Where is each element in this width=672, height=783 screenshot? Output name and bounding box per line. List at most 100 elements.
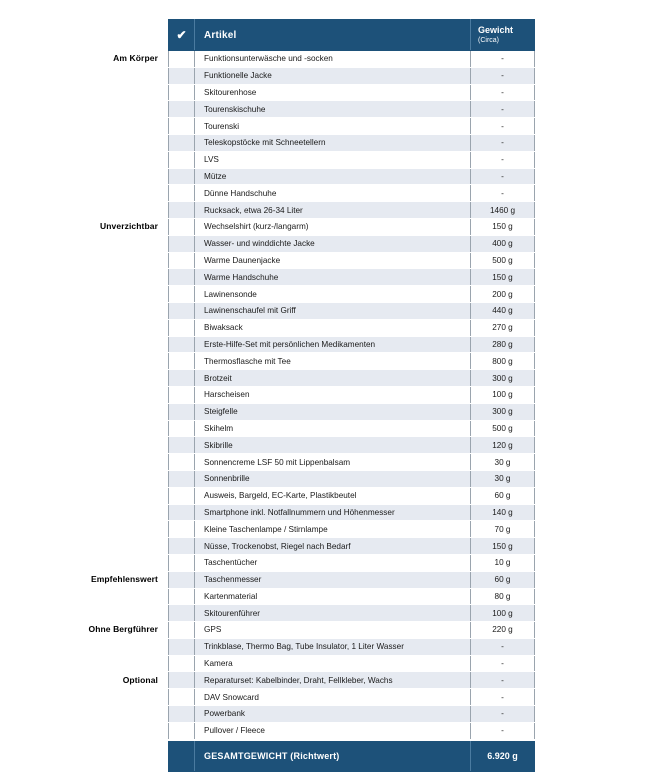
row-checkbox-cell[interactable]	[168, 469, 195, 488]
table-row: Thermosflasche mit Tee 800 g	[168, 352, 535, 371]
row-checkbox-cell[interactable]	[168, 553, 195, 572]
row-item-label: DAV Snowcard	[194, 688, 471, 707]
row-checkbox-cell[interactable]	[168, 654, 195, 673]
category-label-2: Unverzichtbar	[100, 221, 158, 232]
row-checkbox-cell[interactable]	[168, 335, 195, 354]
row-checkbox-cell[interactable]	[168, 688, 195, 707]
row-checkbox-cell[interactable]	[168, 234, 195, 253]
table-row: Dünne Handschuhe -	[168, 184, 535, 203]
table-row: Rucksack, etwa 26-34 Liter 1460 g	[168, 201, 535, 219]
row-checkbox-cell[interactable]	[168, 520, 195, 539]
row-item-label: Kamera	[194, 654, 471, 673]
row-checkbox-cell[interactable]	[168, 587, 195, 606]
table-row: Powerbank -	[168, 705, 535, 723]
row-checkbox-cell[interactable]	[168, 621, 195, 639]
row-checkbox-cell[interactable]	[168, 453, 195, 471]
column-header-weight-sub: (Circa)	[478, 37, 499, 44]
row-item-label: Skitourenhose	[194, 83, 471, 102]
row-item-label: LVS	[194, 150, 471, 169]
row-weight-value: -	[470, 637, 535, 656]
row-checkbox-cell[interactable]	[168, 167, 195, 186]
row-weight-value: 140 g	[470, 503, 535, 522]
row-weight-value: 70 g	[470, 520, 535, 539]
row-item-label: Funktionsunterwäsche und -socken	[194, 50, 471, 68]
column-header-weight[interactable]: Gewicht (Circa)	[470, 19, 535, 51]
row-item-label: Biwaksack	[194, 318, 471, 337]
row-checkbox-cell[interactable]	[168, 117, 195, 135]
row-weight-value: -	[470, 688, 535, 707]
row-item-label: Brotzeit	[194, 369, 471, 387]
row-checkbox-cell[interactable]	[168, 402, 195, 421]
table-row: Taschentücher 10 g	[168, 553, 535, 572]
row-item-label: Taschenmesser	[194, 570, 471, 589]
row-checkbox-cell[interactable]	[168, 352, 195, 371]
table-row: Sonnencreme LSF 50 mit Lippenbalsam 30 g	[168, 453, 535, 471]
row-checkbox-cell[interactable]	[168, 83, 195, 102]
row-checkbox-cell[interactable]	[168, 301, 195, 320]
row-checkbox-cell[interactable]	[168, 503, 195, 522]
table-row: Funktionsunterwäsche und -socken -	[168, 50, 535, 68]
row-item-label: Pullover / Fleece	[194, 721, 471, 741]
row-item-label: Ausweis, Bargeld, EC-Karte, Plastikbeute…	[194, 486, 471, 505]
row-weight-value: 270 g	[470, 318, 535, 337]
table-row: Warme Handschuhe 150 g	[168, 268, 535, 287]
row-checkbox-cell[interactable]	[168, 604, 195, 623]
table-row: Pullover / Fleece -	[168, 721, 535, 741]
row-checkbox-cell[interactable]	[168, 537, 195, 555]
row-checkbox-cell[interactable]	[168, 217, 195, 236]
row-weight-value: 500 g	[470, 251, 535, 270]
row-weight-value: -	[470, 671, 535, 690]
row-checkbox-cell[interactable]	[168, 721, 195, 741]
row-checkbox-cell[interactable]	[168, 705, 195, 723]
row-checkbox-cell[interactable]	[168, 486, 195, 505]
row-checkbox-cell[interactable]	[168, 66, 195, 85]
table-row: Reparaturset: Kabelbinder, Draht, Fellkl…	[168, 671, 535, 690]
row-weight-value: 80 g	[470, 587, 535, 606]
row-checkbox-cell[interactable]	[168, 184, 195, 203]
row-weight-value: 800 g	[470, 352, 535, 371]
row-weight-value: 120 g	[470, 436, 535, 455]
row-checkbox-cell[interactable]	[168, 285, 195, 303]
row-weight-value: -	[470, 654, 535, 673]
row-checkbox-cell[interactable]	[168, 436, 195, 455]
table-row: Harscheisen 100 g	[168, 385, 535, 404]
row-checkbox-cell[interactable]	[168, 100, 195, 119]
gear-checklist-table: ✔ Artikel Gewicht (Circa) Funktionsunter…	[168, 19, 535, 772]
row-checkbox-cell[interactable]	[168, 385, 195, 404]
column-header-check[interactable]: ✔	[168, 19, 195, 51]
row-weight-value: -	[470, 66, 535, 85]
row-checkbox-cell[interactable]	[168, 251, 195, 270]
row-item-label: Warme Daunenjacke	[194, 251, 471, 270]
column-header-item[interactable]: Artikel	[194, 19, 471, 51]
table-row: Mütze -	[168, 167, 535, 186]
row-item-label: Thermosflasche mit Tee	[194, 352, 471, 371]
row-item-label: Erste-Hilfe-Set mit persönlichen Medikam…	[194, 335, 471, 354]
row-weight-value: 1460 g	[470, 201, 535, 219]
table-row: Skitourenhose -	[168, 83, 535, 102]
category-label-4: Ohne Bergführer	[88, 624, 158, 635]
row-checkbox-cell[interactable]	[168, 318, 195, 337]
total-label: GESAMTGEWICHT (Richtwert)	[194, 738, 471, 772]
row-checkbox-cell[interactable]	[168, 570, 195, 589]
row-checkbox-cell[interactable]	[168, 150, 195, 169]
category-label-3: Empfehlenswert	[90, 574, 158, 585]
row-checkbox-cell[interactable]	[168, 133, 195, 152]
row-weight-value: -	[470, 83, 535, 102]
row-checkbox-cell[interactable]	[168, 268, 195, 287]
category-gutter: Am Körper Unverzichtbar Empfehlenswert Ohne…	[0, 0, 168, 783]
table-row: Tourenskischuhe -	[168, 100, 535, 119]
row-checkbox-cell[interactable]	[168, 637, 195, 656]
row-weight-value: 280 g	[470, 335, 535, 354]
row-checkbox-cell[interactable]	[168, 201, 195, 219]
row-checkbox-cell[interactable]	[168, 50, 195, 68]
row-item-label: Wasser- und winddichte Jacke	[194, 234, 471, 253]
row-weight-value: -	[470, 133, 535, 152]
row-checkbox-cell[interactable]	[168, 369, 195, 387]
row-item-label: Rucksack, etwa 26-34 Liter	[194, 201, 471, 219]
row-weight-value: 440 g	[470, 301, 535, 320]
row-checkbox-cell[interactable]	[168, 671, 195, 690]
table-row: Tourenski -	[168, 117, 535, 135]
row-checkbox-cell[interactable]	[168, 419, 195, 438]
row-item-label: Mütze	[194, 167, 471, 186]
row-weight-value: 500 g	[470, 419, 535, 438]
